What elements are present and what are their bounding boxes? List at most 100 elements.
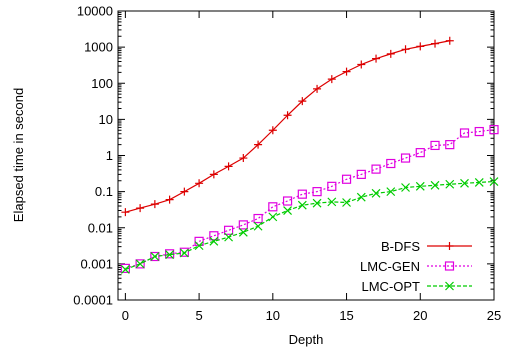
data-point (327, 197, 337, 207)
data-point (445, 281, 454, 291)
y-axis: 0.0001 0.001 0.01 0.1 1 10 100 1000 10000 (73, 4, 494, 308)
y-tick-label: 0.0001 (73, 293, 113, 308)
data-point (135, 259, 145, 269)
legend-label: B-DFS (381, 239, 420, 254)
data-point (459, 128, 470, 138)
data-point (165, 195, 174, 204)
data-point (268, 126, 277, 135)
data-point (179, 247, 189, 257)
data-point (238, 220, 248, 230)
data-point (283, 111, 292, 120)
data-point (120, 265, 130, 274)
data-point (445, 36, 454, 45)
data-point (254, 140, 263, 149)
data-point (283, 206, 292, 215)
x-axis: 0 5 10 15 20 25 (122, 11, 501, 323)
data-point (180, 187, 189, 196)
series-line (125, 129, 495, 269)
data-point (401, 183, 410, 192)
y-tick-label: 1000 (84, 40, 113, 55)
data-point (342, 198, 351, 207)
data-point (357, 60, 366, 69)
data-point (371, 188, 381, 198)
data-point (297, 189, 307, 199)
data-point (282, 196, 293, 206)
x-tick-label: 25 (487, 308, 501, 323)
data-point (253, 221, 263, 231)
data-point (209, 170, 218, 179)
data-point (135, 259, 145, 269)
data-point (356, 169, 366, 179)
data-point (239, 154, 248, 163)
x-tick-label: 10 (266, 308, 280, 323)
series-line (125, 40, 450, 213)
data-point (327, 181, 337, 191)
data-point (445, 242, 454, 250)
data-point (460, 178, 469, 188)
data-point (238, 227, 248, 237)
legend-label: LMC-GEN (360, 259, 420, 274)
series-lmc-gen (120, 125, 499, 273)
data-point (120, 263, 130, 273)
data-point (430, 180, 440, 190)
data-point (224, 232, 234, 242)
data-point (313, 84, 322, 93)
data-point (474, 126, 484, 137)
y-axis-label: Elapsed time in second (11, 88, 26, 222)
data-point (445, 179, 455, 189)
data-point (341, 174, 352, 184)
data-point (209, 231, 219, 241)
legend: B-DFS LMC-GEN LMC-OPT (360, 239, 472, 294)
data-point (474, 177, 484, 187)
data-point (415, 148, 425, 158)
data-point (430, 140, 440, 151)
data-point (150, 200, 159, 209)
x-tick-label: 15 (339, 308, 353, 323)
data-point (416, 42, 425, 51)
series-lmc-opt (120, 177, 499, 274)
data-point (312, 198, 322, 208)
series-layer (120, 36, 499, 274)
x-axis-label: Depth (289, 332, 324, 347)
y-tick-label: 0.001 (80, 256, 113, 271)
data-point (327, 75, 336, 84)
data-point (400, 153, 411, 163)
x-tick-label: 20 (413, 308, 427, 323)
data-point (312, 187, 322, 197)
data-point (372, 54, 381, 63)
data-point (150, 252, 160, 261)
data-point (195, 179, 204, 188)
x-tick-label: 0 (122, 308, 129, 323)
data-point (223, 225, 234, 235)
series-b-dfs (121, 36, 454, 217)
x-tick-label: 5 (195, 308, 202, 323)
data-point (356, 192, 366, 202)
y-tick-label: 0.01 (88, 220, 113, 235)
data-point (489, 177, 499, 186)
data-point (297, 200, 307, 210)
data-point (386, 49, 395, 58)
data-point (194, 241, 204, 251)
data-point (415, 181, 425, 191)
data-point (224, 162, 233, 171)
data-point (489, 125, 499, 135)
data-point (342, 67, 351, 76)
data-point (268, 212, 278, 222)
y-tick-label: 10 (99, 112, 113, 127)
y-tick-label: 10000 (77, 4, 113, 19)
plot-frame (117, 10, 495, 301)
data-point (431, 39, 440, 48)
data-point (386, 187, 396, 197)
data-point (444, 261, 455, 271)
data-point (179, 248, 189, 258)
data-point (209, 236, 219, 246)
data-point (136, 204, 145, 213)
y-tick-label: 0.1 (95, 184, 113, 199)
data-point (165, 250, 175, 260)
data-point (268, 202, 278, 212)
data-point (121, 208, 130, 217)
data-point (386, 158, 396, 169)
data-point (445, 140, 455, 150)
y-tick-label: 100 (91, 76, 113, 91)
